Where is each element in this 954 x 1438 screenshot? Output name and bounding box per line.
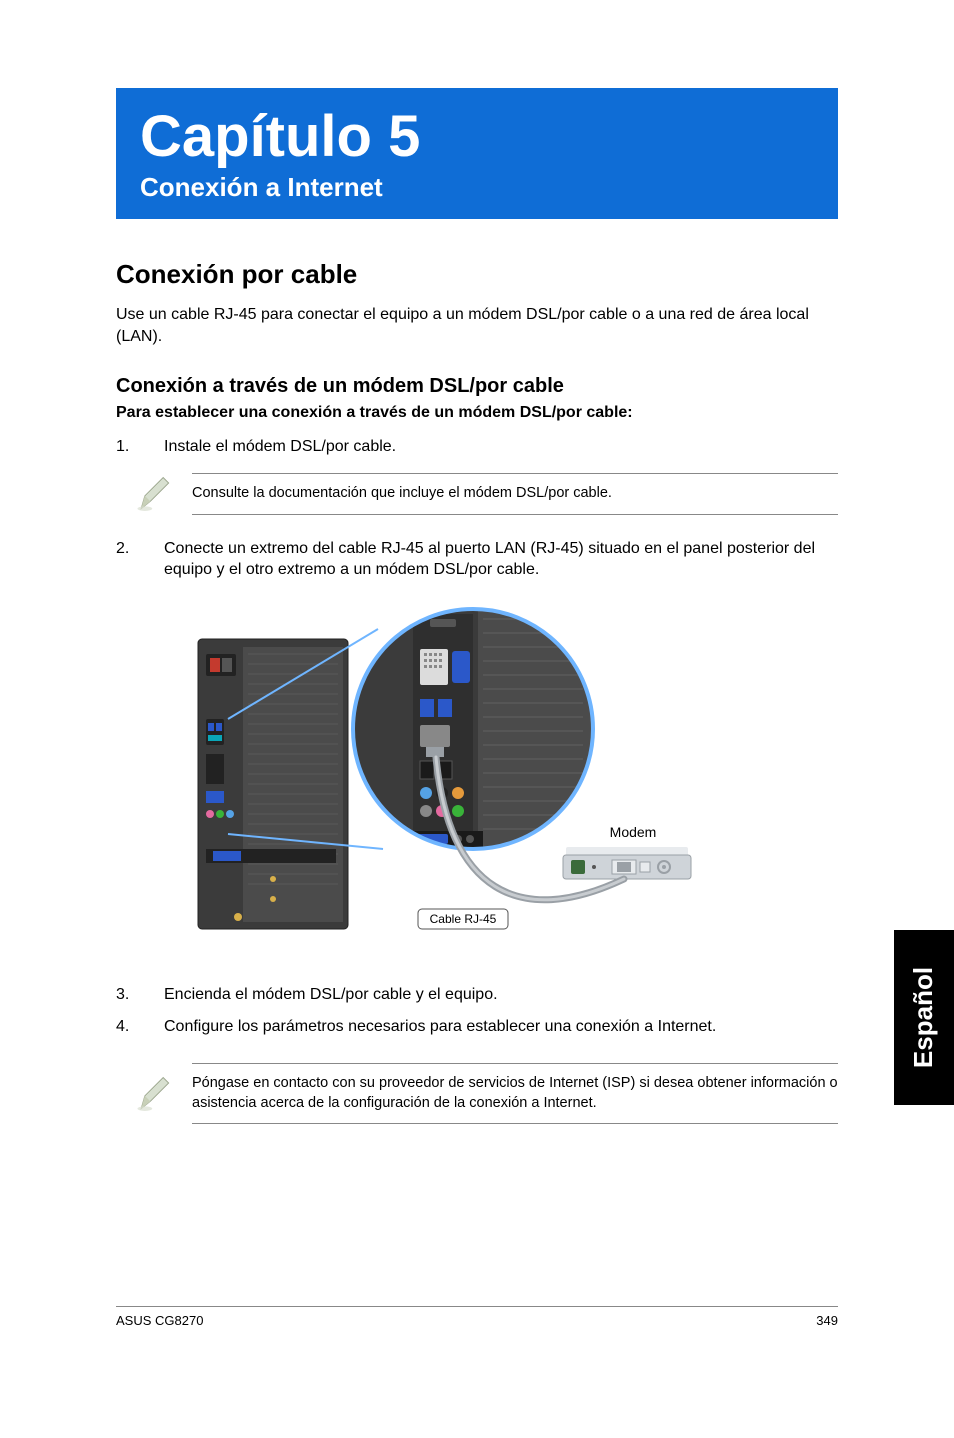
page: Capítulo 5 Conexión a Internet Conexión …	[0, 0, 954, 1438]
pencil-note-icon	[116, 472, 192, 516]
step-text: Encienda el módem DSL/por cable y el equ…	[164, 984, 838, 1006]
step-row: 3. Encienda el módem DSL/por cable y el …	[116, 984, 838, 1006]
step-number: 4.	[116, 1016, 164, 1038]
step-text: Instale el módem DSL/por cable.	[164, 436, 838, 458]
chapter-title: Capítulo 5	[140, 108, 814, 166]
note-text: Consulte la documentación que incluye el…	[192, 473, 838, 515]
section-heading-dsl: Conexión a través de un módem DSL/por ca…	[116, 375, 838, 398]
section-intro: Use un cable RJ-45 para conectar el equi…	[116, 304, 838, 347]
step-row: 4. Configure los parámetros necesarios p…	[116, 1016, 838, 1038]
language-tab: Español	[894, 930, 954, 1105]
step-number: 1.	[116, 436, 164, 458]
footer-product: ASUS CG8270	[116, 1313, 203, 1328]
section-subheading-dsl: Para establecer una conexión a través de…	[116, 404, 838, 422]
connection-diagram: Modem Cable RJ-45	[158, 599, 838, 954]
footer-page-number: 349	[816, 1313, 838, 1328]
step-text: Conecte un extremo del cable RJ-45 al pu…	[164, 538, 838, 581]
step-number: 3.	[116, 984, 164, 1006]
step-number: 2.	[116, 538, 164, 581]
chapter-banner: Capítulo 5 Conexión a Internet	[116, 88, 838, 219]
page-footer: ASUS CG8270 349	[116, 1306, 838, 1328]
chapter-subtitle: Conexión a Internet	[140, 172, 814, 203]
note-text: Póngase en contacto con su proveedor de …	[192, 1063, 838, 1124]
step-row: 2. Conecte un extremo del cable RJ-45 al…	[116, 538, 838, 581]
section-heading-wired: Conexión por cable	[116, 259, 838, 290]
step-row: 1. Instale el módem DSL/por cable.	[116, 436, 838, 458]
note-box: Consulte la documentación que incluye el…	[116, 472, 838, 516]
cable-label: Cable RJ-45	[430, 912, 497, 926]
modem-label: Modem	[610, 824, 657, 840]
language-label: Español	[909, 967, 940, 1068]
note-box: Póngase en contacto con su proveedor de …	[116, 1063, 838, 1124]
step-text: Configure los parámetros necesarios para…	[164, 1016, 838, 1038]
pencil-note-icon	[116, 1072, 192, 1116]
